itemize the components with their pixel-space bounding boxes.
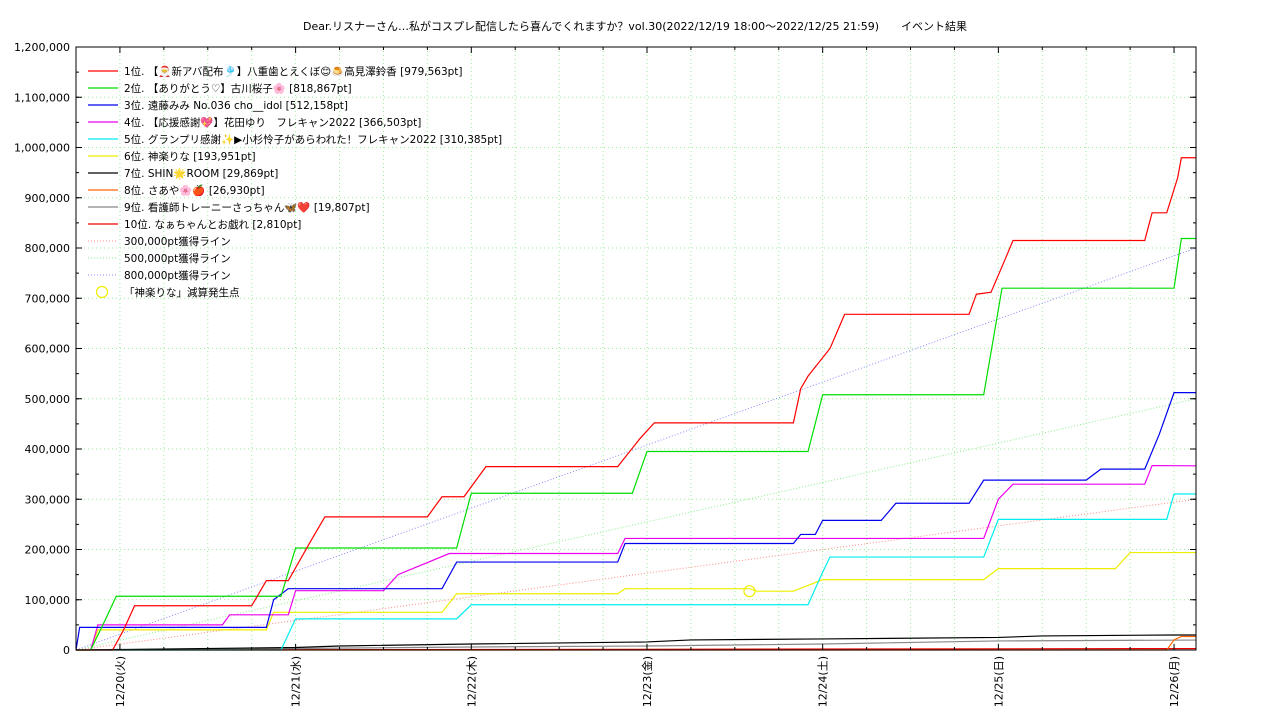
legend-label: 「神楽りな」減算発生点: [124, 286, 240, 299]
y-tick-label: 200,000: [25, 544, 71, 557]
y-tick-label: 300,000: [25, 493, 71, 506]
series-line: [75, 634, 1196, 651]
y-tick-label: 400,000: [25, 443, 71, 456]
y-tick-label: 1,200,000: [14, 41, 70, 54]
reference-line: [75, 247, 1197, 651]
legend-label: 2位. 【ありがとう♡】古川桜子🌸 [818,867pt]: [124, 82, 352, 95]
legend-label: 500,000pt獲得ライン: [124, 252, 231, 265]
series-lines: [75, 157, 1197, 651]
series-line: [76, 551, 1196, 651]
reference-lines: [75, 247, 1197, 651]
legend-label: 1位. 【🎅新アバ配布🎐】八重歯とえくぼ😊🍮高見澤鈴香 [979,563pt]: [124, 65, 463, 78]
legend-label: 4位. 【応援感謝💖】花田ゆり フレキャン2022 [366,503pt]: [124, 116, 421, 129]
series-line: [75, 392, 1196, 651]
y-tick-label: 100,000: [25, 594, 71, 607]
reference-line: [75, 398, 1197, 651]
y-tick-label: 500,000: [25, 393, 71, 406]
series-line: [76, 493, 1196, 651]
x-tick-label: 12/23(金): [640, 656, 654, 707]
series-line: [76, 464, 1197, 651]
x-tick-label: 12/20(火): [114, 656, 127, 707]
x-tick-label: 12/22(木): [465, 656, 478, 707]
legend-label: 6位. 神楽りな [193,951pt]: [124, 150, 256, 163]
markers: [743, 585, 756, 598]
legend-label: 10位. なぁちゃんとお戯れ [2,810pt]: [124, 218, 301, 231]
decrease-marker: [743, 585, 756, 598]
y-tick-label: 1,100,000: [14, 91, 70, 104]
x-tick-label: 12/25(日): [992, 656, 1005, 707]
series-line: [76, 237, 1196, 651]
axes: 1,200,000 1,100,000 1,000,000 900,000 800,00…: [14, 41, 1196, 707]
legend-label: 5位. グランプリ感謝✨▶小杉怜子があらわれた！フレキャン2022 [310,3…: [124, 133, 502, 146]
series-line: [76, 157, 1196, 651]
legend: 1位. 【🎅新アバ配布🎐】八重歯とえくぼ😊🍮高見澤鈴香 [979,563pt] 2…: [88, 65, 502, 299]
legend-label: 8位. さあや🌸🍎 [26,930pt]: [124, 184, 265, 197]
y-tick-label: 800,000: [25, 242, 71, 255]
y-tick-label: 700,000: [25, 292, 71, 305]
legend-marker: [95, 285, 109, 299]
legend-label: 300,000pt獲得ライン: [124, 235, 231, 248]
x-tick-label: 12/24(土): [817, 656, 830, 707]
chart-title: Dear.リスナーさん…私がコスプレ配信したら喜んでくれますか？vol.30(2…: [303, 19, 967, 33]
legend-label: 3位. 遠藤みみ No.036 cho__idol [512,158pt]: [124, 99, 348, 112]
legend-label: 7位. SHIN🌟ROOM [29,869pt]: [124, 167, 278, 180]
x-tick-label: 12/26(月): [1168, 656, 1181, 707]
y-tick-label: 1,000,000: [14, 142, 70, 155]
y-tick-label: 900,000: [25, 192, 71, 205]
y-tick-label: 600,000: [25, 343, 71, 356]
x-tick-label: 12/21(水): [290, 656, 303, 707]
legend-label: 9位. 看護師トレーニーさっちゃん🦋❤️ [19,807pt]: [124, 201, 370, 214]
y-tick-label: 0: [63, 644, 70, 657]
legend-label: 800,000pt獲得ライン: [124, 269, 231, 282]
